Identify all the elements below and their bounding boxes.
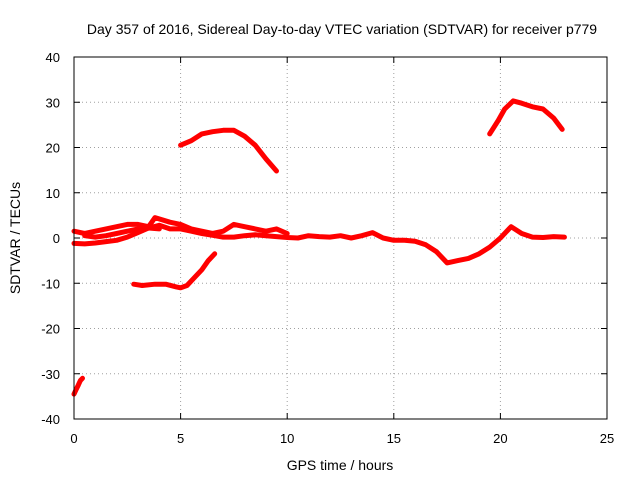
y-tick-label: -40 (41, 412, 60, 427)
y-tick-label: 40 (46, 50, 60, 65)
y-axis-title: SDTVAR / TECUs (7, 182, 23, 294)
y-tick-label: -20 (41, 322, 60, 337)
x-tick-label: 20 (493, 431, 507, 446)
series-band-g (487, 98, 565, 137)
x-tick-label: 25 (600, 431, 614, 446)
series-band-d (82, 225, 162, 240)
y-tick-labels: -40 -30 -20 -10 0 10 20 30 40 (41, 50, 60, 427)
series-band-f (178, 127, 279, 174)
series-band-b (71, 222, 567, 266)
series-band-a (71, 375, 85, 397)
series-band-e (131, 251, 218, 291)
x-tick-label: 15 (387, 431, 401, 446)
x-tick-labels: 0 5 10 15 20 25 (70, 431, 614, 446)
x-axis-title: GPS time / hours (287, 457, 394, 473)
y-tick-label: 0 (53, 231, 60, 246)
chart-title: Day 357 of 2016, Sidereal Day-to-day VTE… (87, 21, 597, 37)
y-tick-label: -30 (41, 367, 60, 382)
series-layer (71, 98, 567, 397)
y-tick-label: 10 (46, 186, 60, 201)
axis-ticks (73, 56, 608, 420)
y-tick-label: 30 (46, 95, 60, 110)
x-tick-label: 5 (177, 431, 184, 446)
x-tick-label: 10 (280, 431, 294, 446)
y-tick-label: 20 (46, 141, 60, 156)
x-tick-label: 0 (70, 431, 77, 446)
series-band-c (71, 215, 290, 236)
y-tick-label: -10 (41, 276, 60, 291)
